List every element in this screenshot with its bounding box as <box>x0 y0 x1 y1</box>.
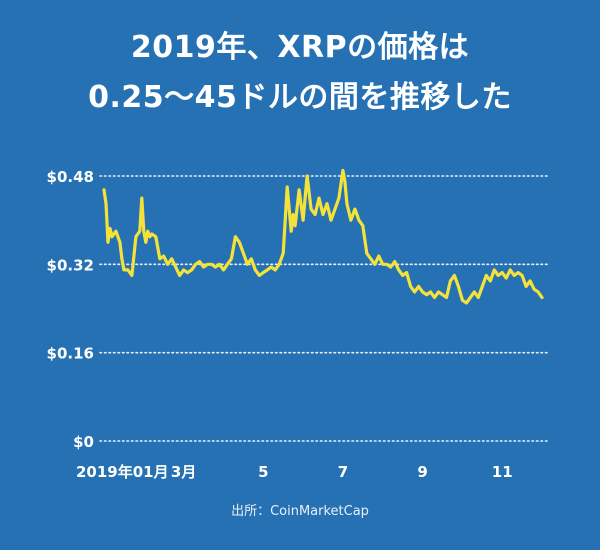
y-tick-label: $0.32 <box>47 256 94 274</box>
x-tick-label: 7 <box>338 463 348 481</box>
series-line-0 <box>102 168 544 305</box>
source-note: 出所：CoinMarketCap <box>231 504 369 519</box>
x-tick-label: 2019年01月 <box>76 463 169 481</box>
chart-title-line-1: 2019年、XRPの価格は <box>130 30 470 65</box>
x-tick-label: 11 <box>492 463 513 481</box>
x-tick-label: 3月 <box>171 463 196 481</box>
x-tick-label: 9 <box>417 463 427 481</box>
y-tick-label: $0.16 <box>47 345 94 363</box>
y-tick-label: $0.48 <box>47 168 94 186</box>
chart-title-line-2: 0.25〜45ドルの間を推移した <box>88 80 512 115</box>
x-tick-label: 5 <box>258 463 268 481</box>
y-tick-label: $0 <box>73 433 94 451</box>
